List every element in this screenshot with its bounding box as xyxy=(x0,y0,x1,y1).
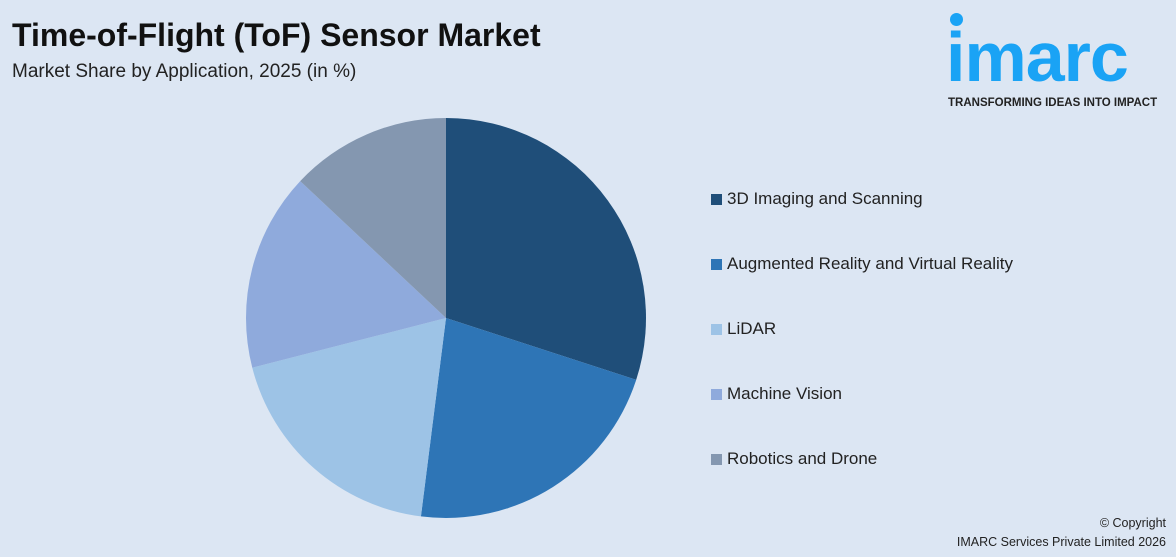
copyright: © Copyright IMARC Services Private Limit… xyxy=(957,514,1166,552)
logo-word: imarc xyxy=(946,18,1129,96)
legend-item: Augmented Reality and Virtual Reality xyxy=(711,253,1013,275)
legend-swatch xyxy=(711,258,722,270)
chart-subtitle: Market Share by Application, 2025 (in %) xyxy=(12,61,357,82)
legend-item: LiDAR xyxy=(711,318,776,340)
pie-slice-machine-vision xyxy=(246,181,446,368)
imarc-logo: imarc TRANSFORMING IDEAS INTO IMPACT xyxy=(946,8,1171,112)
legend-label: Machine Vision xyxy=(727,384,842,403)
legend-item: Machine Vision xyxy=(711,383,842,405)
copyright-label: © Copyright xyxy=(1099,516,1166,530)
legend-item: 3D Imaging and Scanning xyxy=(711,188,923,210)
legend-label: Robotics and Drone xyxy=(727,449,878,468)
legend-label: LiDAR xyxy=(727,319,777,338)
legend-swatch xyxy=(711,323,722,335)
chart-title: Time-of-Flight (ToF) Sensor Market xyxy=(12,17,541,53)
legend-label: 3D Imaging and Scanning xyxy=(727,189,923,208)
legend-swatch xyxy=(711,453,722,465)
pie-slice-lidar xyxy=(252,318,446,517)
pie-slice-3d-imaging-and-scanning xyxy=(446,118,646,380)
legend-swatch xyxy=(711,193,722,205)
legend-swatch xyxy=(711,388,722,400)
pie-slice-robotics-and-drone xyxy=(300,118,446,318)
legend-item: Robotics and Drone xyxy=(711,448,877,470)
logo-tagline: TRANSFORMING IDEAS INTO IMPACT xyxy=(948,97,1158,109)
legend-label: Augmented Reality and Virtual Reality xyxy=(727,254,1014,273)
logo-dot xyxy=(950,13,963,26)
pie-slice-augmented-reality-and-virtual-reality xyxy=(420,318,637,518)
copyright-company: IMARC Services Private Limited 2026 xyxy=(956,535,1166,549)
